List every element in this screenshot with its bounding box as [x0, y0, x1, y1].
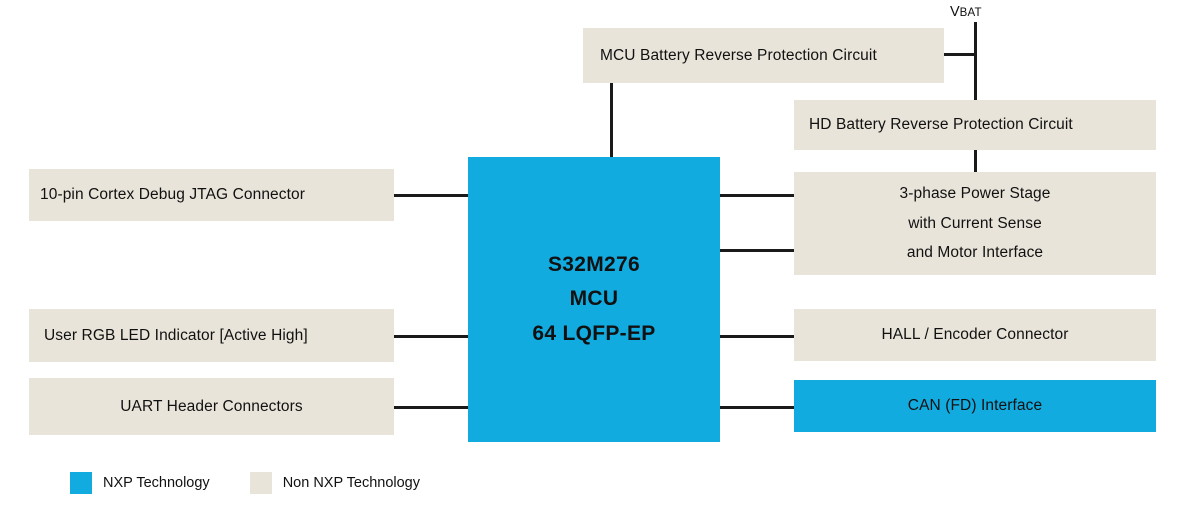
block-rgb-led-indicator[interactable]: User RGB LED Indicator [Active High]	[29, 309, 394, 362]
wire-jtag-to-mcu	[394, 194, 470, 197]
legend-label-nxp: NXP Technology	[103, 475, 210, 491]
block-power-stage[interactable]: 3-phase Power Stage with Current Sense a…	[794, 172, 1156, 275]
block-power-stage-line3: and Motor Interface	[906, 244, 1044, 262]
legend-item-non-nxp: Non NXP Technology	[249, 472, 420, 494]
legend-item-nxp: NXP Technology	[70, 472, 210, 494]
block-mcu-battery-reverse-protection[interactable]: MCU Battery Reverse Protection Circuit	[583, 28, 944, 83]
wire-mcu-to-hall-encoder	[719, 335, 796, 338]
vbat-label-main: V	[950, 4, 960, 20]
vbat-label: VBAT	[950, 4, 982, 20]
block-s32m276-mcu[interactable]: S32M276 MCU 64 LQFP-EP	[468, 157, 720, 442]
block-jtag-connector-label: 10-pin Cortex Debug JTAG Connector	[40, 186, 306, 204]
legend-label-non-nxp: Non NXP Technology	[282, 475, 420, 491]
block-jtag-connector[interactable]: 10-pin Cortex Debug JTAG Connector	[29, 169, 394, 221]
block-hall-encoder-connector[interactable]: HALL / Encoder Connector	[794, 309, 1156, 361]
wire-mcu-to-can-fd	[719, 406, 796, 409]
block-hall-encoder-connector-label: HALL / Encoder Connector	[881, 326, 1069, 344]
block-power-stage-line2: with Current Sense	[908, 214, 1042, 232]
block-can-fd-interface-label: CAN (FD) Interface	[907, 397, 1043, 415]
wire-vbat-rail	[974, 22, 977, 102]
wire-vbat-to-mcu-protection	[944, 53, 977, 56]
block-hd-battery-reverse-protection-label: HD Battery Reverse Protection Circuit	[809, 116, 1073, 134]
wire-mcu-protection-to-mcu	[610, 82, 613, 158]
wire-mcu-to-power-stage-lower	[719, 249, 796, 252]
legend-swatch-non-nxp-icon	[249, 472, 272, 494]
block-uart-header-connectors[interactable]: UART Header Connectors	[29, 378, 394, 435]
block-rgb-led-indicator-label: User RGB LED Indicator [Active High]	[44, 326, 308, 344]
legend-swatch-nxp-icon	[70, 472, 92, 494]
block-mcu-battery-reverse-protection-label: MCU Battery Reverse Protection Circuit	[600, 46, 877, 64]
block-mcu-package: 64 LQFP-EP	[532, 321, 656, 345]
block-mcu-type: MCU	[569, 287, 619, 311]
block-uart-header-connectors-label: UART Header Connectors	[120, 397, 303, 415]
wire-uart-to-mcu	[394, 406, 470, 409]
vbat-label-subscript: BAT	[959, 7, 982, 19]
block-power-stage-line1: 3-phase Power Stage	[899, 185, 1051, 203]
wire-hd-protection-to-power-stage	[974, 150, 977, 172]
block-hd-battery-reverse-protection[interactable]: HD Battery Reverse Protection Circuit	[794, 100, 1156, 150]
legend: NXP Technology Non NXP Technology	[70, 472, 420, 494]
wire-rgb-led-to-mcu	[394, 335, 470, 338]
block-mcu-part-number: S32M276	[548, 253, 640, 277]
block-can-fd-interface[interactable]: CAN (FD) Interface	[794, 380, 1156, 432]
wire-mcu-to-power-stage-upper	[719, 194, 796, 197]
